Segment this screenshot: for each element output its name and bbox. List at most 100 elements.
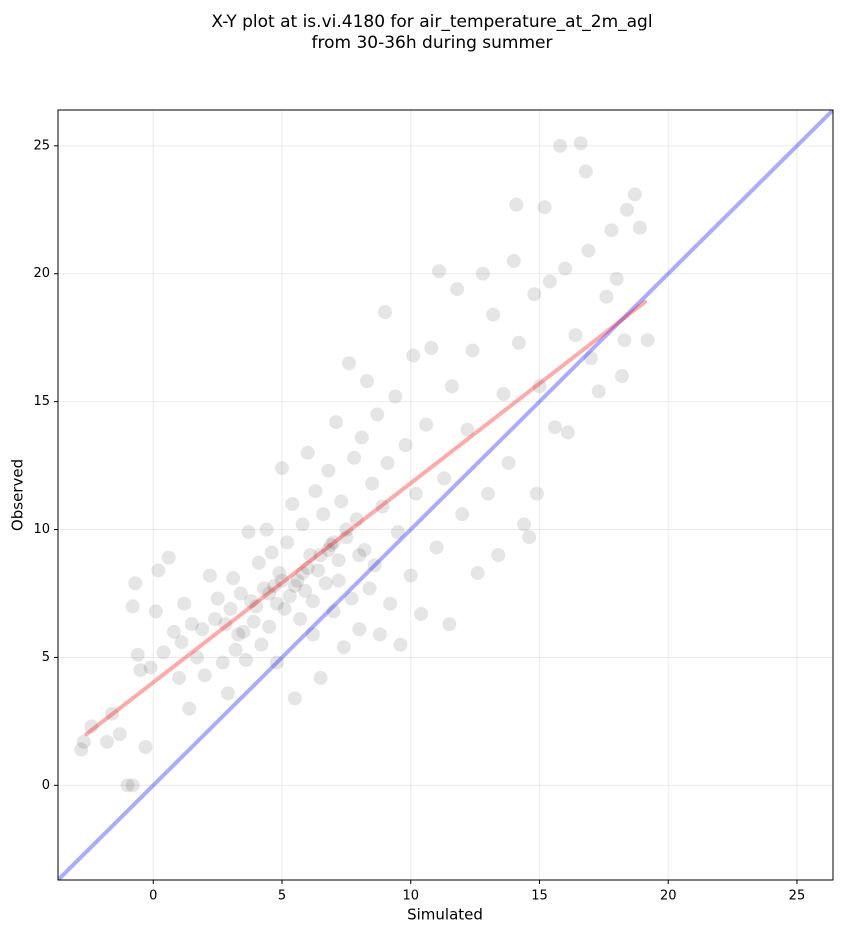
point xyxy=(542,274,557,289)
point xyxy=(537,200,552,215)
point xyxy=(347,450,362,465)
point xyxy=(233,586,248,601)
point xyxy=(308,484,323,499)
x-tick-label: 15 xyxy=(531,889,548,904)
point xyxy=(475,266,490,281)
point xyxy=(74,742,89,757)
point xyxy=(403,568,418,583)
point xyxy=(318,576,333,591)
point xyxy=(321,543,336,557)
point xyxy=(578,164,593,179)
point xyxy=(367,558,382,573)
point xyxy=(460,422,475,437)
point xyxy=(491,548,506,563)
point xyxy=(377,305,392,320)
point xyxy=(249,599,264,614)
point xyxy=(223,601,238,616)
point xyxy=(120,778,135,793)
point xyxy=(329,415,344,430)
point xyxy=(298,583,313,598)
point xyxy=(331,573,346,588)
point xyxy=(560,425,575,440)
point xyxy=(341,356,356,371)
point xyxy=(496,386,511,401)
point xyxy=(138,739,153,754)
point xyxy=(444,379,459,394)
y-axis-label: Observed xyxy=(9,459,27,531)
point xyxy=(509,197,524,212)
point xyxy=(236,624,251,639)
point xyxy=(262,619,277,634)
point xyxy=(264,545,279,560)
point xyxy=(599,289,614,304)
point xyxy=(632,220,647,235)
point xyxy=(99,734,114,749)
point xyxy=(465,343,480,358)
point xyxy=(259,522,274,537)
point xyxy=(231,627,246,642)
point xyxy=(501,456,516,471)
point xyxy=(583,351,598,366)
point xyxy=(105,706,120,721)
point xyxy=(614,369,629,384)
point xyxy=(112,727,127,742)
point xyxy=(527,287,542,302)
point xyxy=(406,348,421,363)
point xyxy=(282,589,297,604)
fit-line xyxy=(58,110,833,880)
point xyxy=(125,599,140,614)
point xyxy=(370,407,385,422)
point xyxy=(398,438,413,453)
point xyxy=(208,612,223,627)
point xyxy=(256,581,271,596)
point xyxy=(558,261,573,276)
point xyxy=(133,663,148,678)
point xyxy=(210,591,225,606)
point xyxy=(357,543,372,557)
point xyxy=(591,384,606,399)
point xyxy=(184,617,199,632)
point xyxy=(326,604,341,619)
point xyxy=(244,594,259,609)
point xyxy=(568,328,583,343)
point xyxy=(334,494,349,509)
point xyxy=(251,555,266,570)
point xyxy=(277,601,292,616)
point xyxy=(84,719,99,734)
point xyxy=(432,264,447,279)
point xyxy=(272,566,287,581)
point xyxy=(254,637,269,652)
point xyxy=(300,560,315,575)
point xyxy=(161,550,176,565)
x-axis-label: Simulated xyxy=(407,906,483,924)
point xyxy=(344,591,359,606)
point xyxy=(246,614,261,629)
point xyxy=(323,537,338,552)
point xyxy=(424,340,439,355)
x-tick-label: 5 xyxy=(278,889,286,904)
point xyxy=(437,471,452,486)
point xyxy=(339,522,354,537)
point xyxy=(408,486,423,501)
point xyxy=(267,578,282,593)
chart-subtitle: from 30-36h during summer xyxy=(312,33,553,53)
plot-frame xyxy=(57,109,834,881)
point xyxy=(197,668,212,683)
point xyxy=(182,701,197,716)
point xyxy=(522,530,537,545)
point xyxy=(166,624,181,639)
point xyxy=(305,627,320,642)
y-tick-label: 10 xyxy=(33,522,50,537)
x-tick-label: 0 xyxy=(149,889,157,904)
point xyxy=(331,553,346,568)
fit-line xyxy=(84,299,648,737)
point xyxy=(174,635,189,650)
point xyxy=(316,507,331,522)
point xyxy=(380,456,395,471)
y-tick-label: 25 xyxy=(33,138,50,153)
point xyxy=(547,420,562,435)
point xyxy=(480,486,495,501)
point xyxy=(190,650,205,665)
point xyxy=(442,617,457,632)
